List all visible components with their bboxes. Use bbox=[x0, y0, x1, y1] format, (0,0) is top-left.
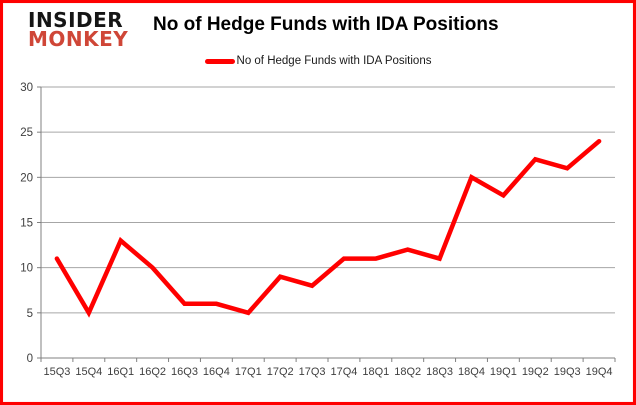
x-tick-label-16Q3: 16Q3 bbox=[171, 366, 198, 378]
x-tick-label-18Q2: 18Q2 bbox=[394, 366, 421, 378]
chart-legend: No of Hedge Funds with IDA Positions bbox=[3, 55, 633, 67]
logo-line-insider: INSIDER bbox=[28, 8, 124, 32]
logo-line-monkey: MONKEY bbox=[28, 26, 129, 51]
chart-title: No of Hedge Funds with IDA Positions bbox=[153, 14, 499, 35]
y-tick-label-5: 5 bbox=[27, 308, 33, 320]
y-tick-label-20: 20 bbox=[20, 172, 33, 184]
x-tick-label-17Q3: 17Q3 bbox=[299, 366, 326, 378]
x-tick-label-19Q4: 19Q4 bbox=[586, 366, 613, 378]
legend-line-marker bbox=[204, 58, 235, 64]
x-tick-label-17Q2: 17Q2 bbox=[267, 366, 294, 378]
x-tick-label-16Q2: 16Q2 bbox=[139, 366, 166, 378]
y-tick-label-10: 10 bbox=[20, 263, 33, 275]
x-tick-label-17Q4: 17Q4 bbox=[330, 366, 357, 378]
x-tick-label-19Q2: 19Q2 bbox=[522, 366, 549, 378]
x-tick-label-15Q3: 15Q3 bbox=[43, 366, 70, 378]
x-tick-label-16Q4: 16Q4 bbox=[203, 366, 230, 378]
x-tick-label-18Q1: 18Q1 bbox=[362, 366, 389, 378]
x-tick-label-18Q4: 18Q4 bbox=[458, 366, 485, 378]
x-tick-label-18Q3: 18Q3 bbox=[426, 366, 453, 378]
x-tick-label-16Q1: 16Q1 bbox=[107, 366, 134, 378]
y-tick-label-15: 15 bbox=[20, 218, 33, 230]
y-tick-label-0: 0 bbox=[27, 353, 33, 365]
y-tick-label-30: 30 bbox=[20, 82, 33, 94]
y-tick-label-25: 25 bbox=[20, 127, 33, 139]
x-tick-label-17Q1: 17Q1 bbox=[235, 366, 262, 378]
data-series-line bbox=[54, 138, 602, 318]
x-tick-label-19Q3: 19Q3 bbox=[554, 366, 581, 378]
insider-monkey-logo: INSIDER MONKEY bbox=[28, 8, 129, 51]
legend-label: No of Hedge Funds with IDA Positions bbox=[236, 55, 432, 67]
line-chart-canvas: 0 5 10 15 20 25 30 15Q3 15Q4 16Q1 16Q2 16Q3 16Q4 17Q1… bbox=[20, 82, 616, 378]
x-tick-label-19Q1: 19Q1 bbox=[490, 366, 517, 378]
x-tick-label-15Q4: 15Q4 bbox=[75, 366, 102, 378]
